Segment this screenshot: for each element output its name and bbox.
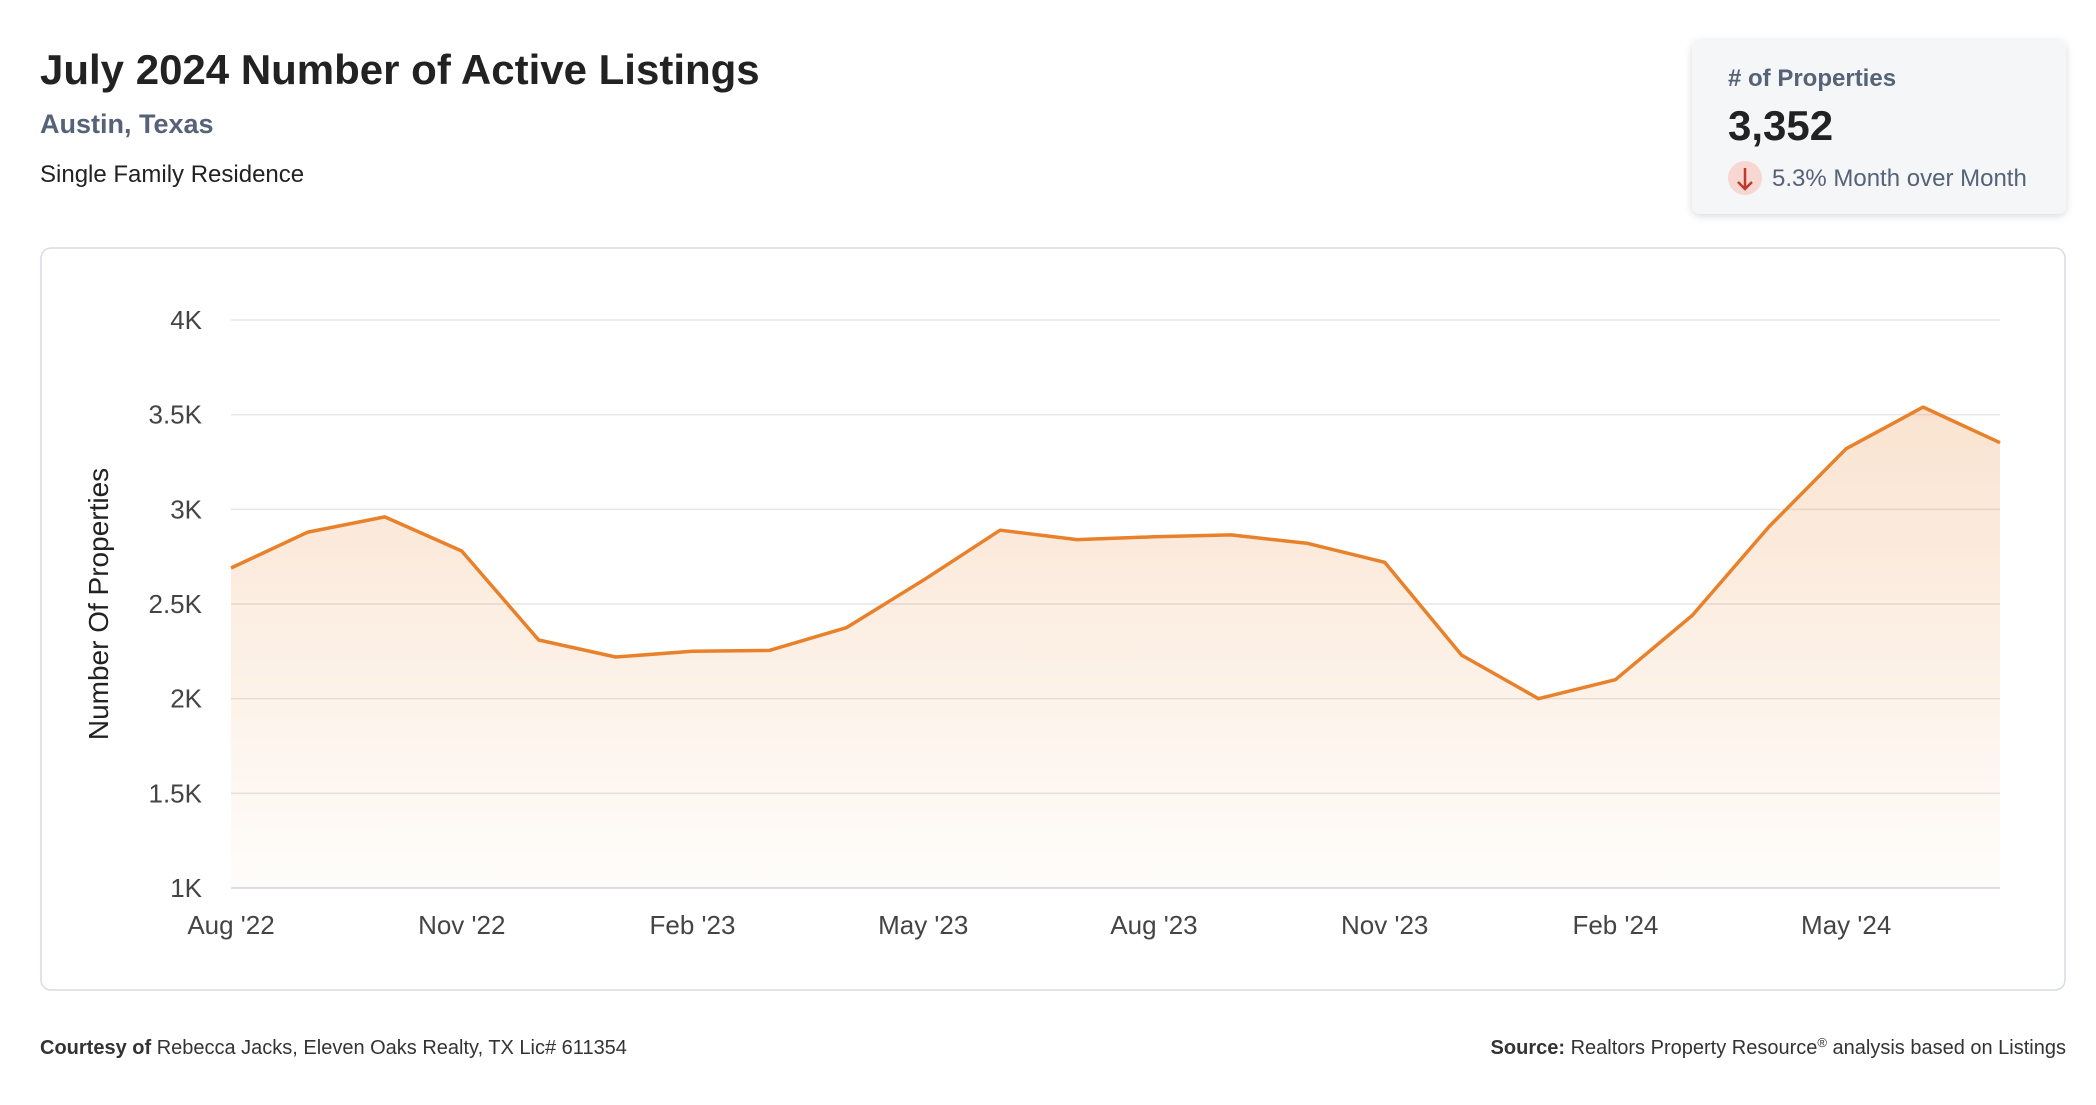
y-tick-label: 1.5K	[149, 778, 203, 808]
summary-card	[1692, 40, 2066, 214]
card-change: 5.3% Month over Month	[1772, 165, 2027, 192]
y-tick-label: 4K	[170, 305, 202, 335]
subtitle: Austin, Texas	[40, 109, 214, 139]
x-tick-label: Feb '24	[1572, 910, 1658, 940]
y-tick-label: 3K	[170, 494, 202, 524]
x-tick-label: Aug '23	[1110, 910, 1197, 940]
source-label: Source:	[1491, 1037, 1565, 1059]
source-text: Realtors Property Resource	[1571, 1037, 1818, 1059]
y-tick-label: 3.5K	[149, 400, 203, 430]
courtesy-text: Rebecca Jacks, Eleven Oaks Realty, TX Li…	[157, 1037, 627, 1059]
x-tick-label: Nov '22	[418, 910, 505, 940]
x-tick-label: Nov '23	[1341, 910, 1428, 940]
courtesy-label: Courtesy of	[40, 1037, 151, 1059]
line	[230, 405, 2001, 701]
chart-title: July 2024 Number of Active Listings	[40, 46, 760, 93]
x-tick-label: Feb '23	[650, 910, 736, 940]
source: Source: Realtors Property Resource® anal…	[1491, 1035, 2066, 1060]
area	[231, 407, 2000, 888]
courtesy: Courtesy of Rebecca Jacks, Eleven Oaks R…	[40, 1037, 627, 1059]
x-tick-label: May '23	[878, 910, 968, 940]
x-tick-label: May '24	[1801, 910, 1891, 940]
y-axis-label: Number Of Properties	[83, 468, 114, 740]
card-label: # of Properties	[1728, 65, 1896, 92]
y-tick-label: 2.5K	[149, 589, 203, 619]
x-tick-label: Aug '22	[187, 910, 274, 940]
y-tick-label: 2K	[170, 684, 202, 714]
card-value: 3,352	[1728, 102, 1833, 149]
source-rest: analysis based on Listings	[1827, 1037, 2066, 1059]
y-tick-label: 1K	[170, 873, 202, 903]
property-type: Single Family Residence	[40, 161, 304, 188]
source-mark: ®	[1817, 1035, 1827, 1050]
down-arrow	[1737, 168, 1753, 191]
